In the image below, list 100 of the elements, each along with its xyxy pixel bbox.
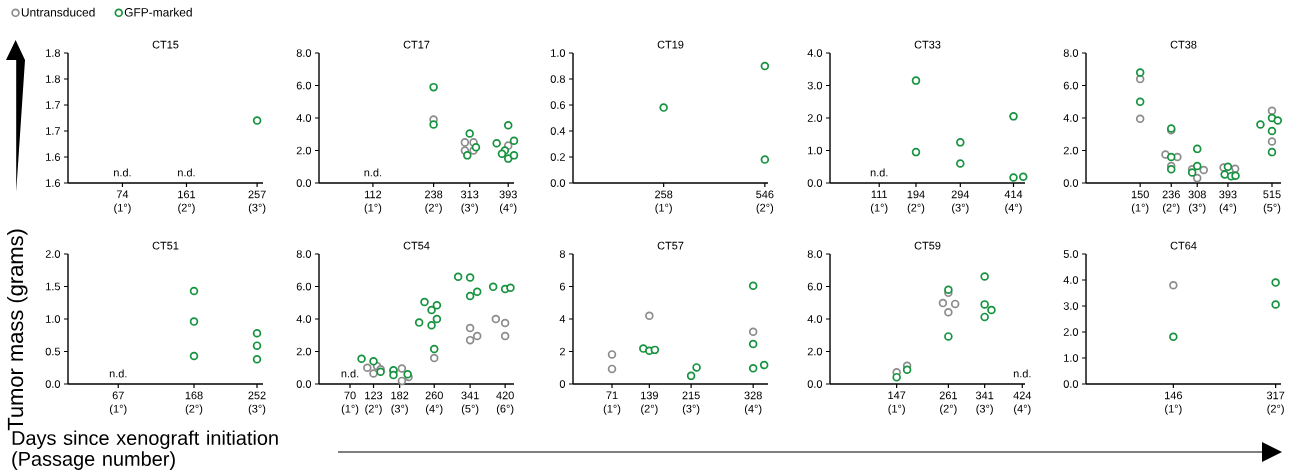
y-tick-label: 3.0 [1063, 302, 1079, 310]
x-tick-label: 313 [460, 190, 479, 199]
y-tick-label: 1.8 [46, 75, 60, 83]
text: (2°) [1267, 404, 1284, 415]
text: (4°) [1219, 203, 1237, 214]
y-tick-label: 2.0 [45, 250, 61, 258]
x-axis-title: Days since xenograft initiation (Passage number) [12, 430, 278, 470]
text: (1°) [110, 404, 127, 415]
annotation: n.d. [364, 168, 382, 177]
x-tick-label: 260 [425, 391, 443, 400]
y-tick-label: 0.0 [296, 179, 312, 187]
annotation: n.d. [109, 369, 127, 378]
chart-title: CT59 [914, 241, 941, 250]
x-tick-label: 111 [871, 190, 887, 199]
y-tick-label: 2.0 [296, 347, 312, 356]
x-tick-label: 150 [1131, 190, 1149, 199]
chart-title: CT57 [657, 241, 684, 250]
chart-title: CT54 [403, 241, 430, 250]
y-tick-label: 6.0 [296, 282, 312, 291]
text: (2°) [425, 203, 442, 214]
x-tick-label: 71 [606, 391, 618, 400]
y-tick-label: 2.0 [296, 146, 312, 155]
y-tick-label: 8.0 [807, 250, 823, 258]
y-tick-label: 4.0 [807, 49, 823, 57]
annotation: n.d. [1013, 369, 1031, 378]
annotation: n.d. [114, 168, 131, 177]
y-axis-title: Tumor mass (grams) [7, 229, 28, 431]
x-tick-label: 258 [655, 190, 673, 199]
x-tick-label: 341 [461, 391, 479, 400]
x-tick-label: 252 [248, 391, 266, 400]
x-tick-label: 420 [496, 391, 514, 400]
x-tick-label: 112 [365, 190, 382, 199]
x-tick-label: 261 [939, 391, 957, 400]
y-tick-label: 1.5 [46, 282, 61, 291]
y-tick-label: 0.5 [45, 347, 61, 356]
text: (2°) [641, 404, 658, 415]
y-tick-label: 0.0 [1063, 380, 1079, 388]
y-tick-label: 0.0 [1063, 179, 1079, 187]
y-tick-label: 0.2 [550, 153, 565, 161]
x-tick-label: 317 [1266, 391, 1285, 400]
text: (3°) [952, 203, 969, 214]
annotation: n.d. [870, 168, 888, 177]
chart-title: CT64 [1170, 241, 1197, 250]
y-tick-label: 3.0 [807, 81, 823, 90]
x-tick-label: 341 [975, 391, 994, 400]
y-tick-label: 1.7 [46, 127, 60, 135]
y-tick-label: 8.0 [1063, 49, 1079, 57]
x-tick-label: 70 [344, 391, 356, 400]
y-tick-label: 0.8 [550, 75, 565, 83]
x-tick-label: 236 [1162, 190, 1180, 199]
text: (1°) [603, 404, 621, 415]
text: (1°) [1131, 203, 1149, 214]
x-tick-label: 546 [756, 190, 774, 199]
y-tick-label: 4.0 [807, 315, 823, 323]
text: (3°) [248, 203, 266, 214]
chart-title: CT33 [914, 40, 941, 49]
text: (4°) [426, 404, 443, 415]
text: (2°) [940, 404, 957, 415]
x-tick-label: 74 [116, 190, 129, 199]
y-tick-label: 0.0 [807, 179, 823, 187]
y-tick-label: 2.0 [807, 114, 823, 122]
text: (1°) [114, 203, 131, 214]
y-tick-label: 2.0 [1063, 328, 1079, 336]
y-tick-label: 0.6 [550, 101, 565, 109]
y-tick-label: 0.0 [807, 380, 823, 388]
text: (1°) [870, 203, 888, 214]
y-tick-label: 1.0 [46, 315, 61, 323]
text: (1°) [888, 404, 905, 415]
text: (2°) [178, 203, 195, 214]
y-tick-label: 2.0 [1063, 146, 1079, 155]
y-tick-label: 4.0 [1063, 114, 1079, 122]
text: (2°) [185, 404, 203, 415]
y-tick-label: 0 [559, 380, 566, 388]
y-tick-label: 1.0 [808, 146, 823, 155]
text: (3°) [1189, 203, 1206, 214]
x-tick-label: 182 [391, 391, 409, 400]
y-tick-label: 1.0 [551, 49, 566, 57]
x-tick-label: 414 [1004, 190, 1023, 199]
y-tick-label: 0.0 [45, 380, 61, 388]
text: (2°) [756, 203, 774, 214]
chart-title: CT19 [657, 40, 684, 49]
legend-label: Untransduced [21, 7, 95, 17]
y-tick-label: 6 [559, 282, 565, 291]
y-tick-label: 4.0 [1063, 276, 1079, 284]
x-tick-label: 168 [185, 391, 203, 400]
y-tick-label: 4.0 [296, 114, 312, 122]
text: (2°) [1163, 203, 1180, 214]
text: (3°) [976, 404, 993, 415]
x-tick-label: 515 [1263, 190, 1281, 199]
y-tick-label: 0.0 [296, 380, 312, 388]
text: (1°) [364, 203, 382, 214]
x-tick-label: 294 [951, 190, 970, 199]
y-tick-label: 6.0 [807, 282, 823, 291]
text: (1°) [655, 203, 672, 214]
x-tick-label: 238 [425, 190, 443, 199]
x-tick-label: 123 [365, 391, 383, 400]
y-tick-label: 1.8 [46, 49, 60, 57]
text: (4°) [1005, 203, 1022, 214]
x-tick-label: 194 [907, 190, 925, 199]
y-tick-label: 6.0 [1063, 81, 1079, 90]
